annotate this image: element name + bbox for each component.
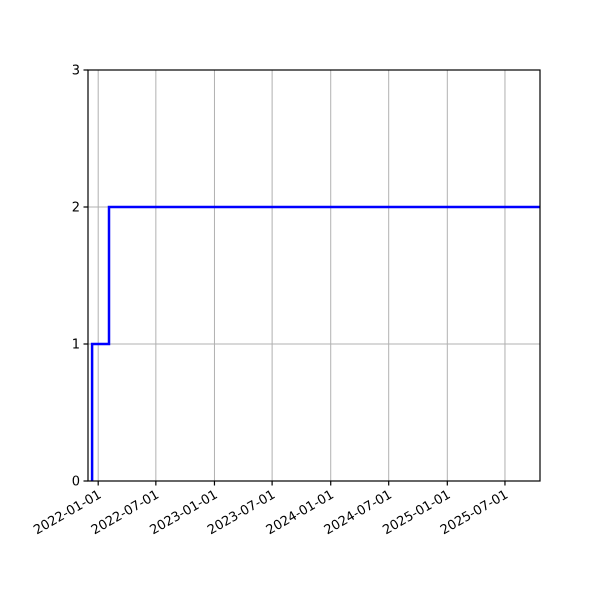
y-tick-label: 1 — [72, 338, 80, 353]
y-tick-label: 0 — [72, 475, 80, 490]
series-line-cumulative-count — [90, 205, 540, 481]
plot-area — [88, 70, 540, 481]
axes-spines — [87, 69, 541, 482]
y-tick-label: 2 — [72, 201, 80, 216]
y-tick-label: 3 — [72, 64, 80, 79]
